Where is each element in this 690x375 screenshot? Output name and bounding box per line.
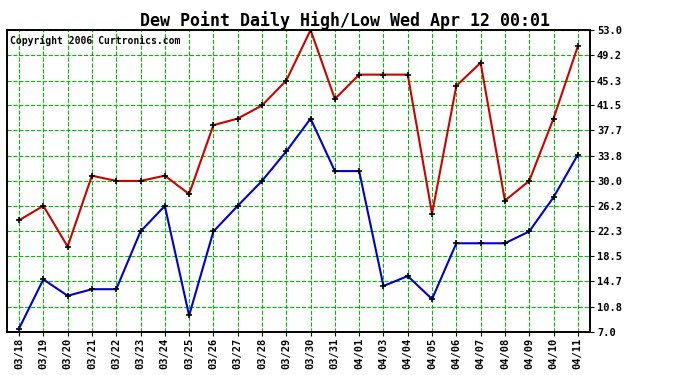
Text: Dew Point Daily High/Low Wed Apr 12 00:01: Dew Point Daily High/Low Wed Apr 12 00:0… bbox=[140, 11, 550, 30]
Text: Copyright 2006 Curtronics.com: Copyright 2006 Curtronics.com bbox=[10, 36, 180, 46]
